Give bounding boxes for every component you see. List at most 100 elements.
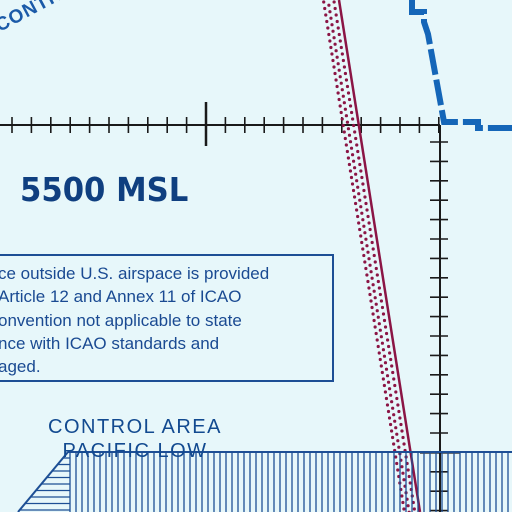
restricted-dot xyxy=(328,10,332,14)
restricted-dot xyxy=(371,312,375,316)
restricted-dot xyxy=(347,133,352,137)
restricted-dot xyxy=(389,429,394,433)
restricted-dot xyxy=(383,361,388,365)
restricted-dot xyxy=(338,39,342,43)
restricted-dot xyxy=(389,393,393,397)
restricted-dot xyxy=(352,195,357,199)
restricted-dot xyxy=(360,240,364,245)
restricted-dot xyxy=(390,364,394,368)
area-name-line-1: CONTROL AREA xyxy=(48,416,222,438)
restricted-dot xyxy=(346,91,351,95)
restricted-dot xyxy=(395,461,399,466)
restricted-dot xyxy=(366,279,370,284)
restricted-dot xyxy=(341,94,345,98)
restricted-dot xyxy=(338,75,342,79)
restricted-dot xyxy=(358,162,362,167)
restricted-dot xyxy=(369,234,373,238)
restricted-dot xyxy=(349,146,354,150)
restricted-dot xyxy=(365,273,369,277)
restricted-dot xyxy=(369,270,373,274)
restricted-dot xyxy=(384,396,389,401)
restricted-dot xyxy=(334,78,338,82)
restricted-dot xyxy=(382,383,386,388)
restricted-dot xyxy=(366,214,370,219)
restricted-dot xyxy=(384,367,389,371)
restricted-dot xyxy=(400,494,404,498)
restricted-dot xyxy=(397,409,401,414)
restricted-dot xyxy=(375,338,379,342)
restricted-dot xyxy=(371,247,375,251)
restricted-dot xyxy=(368,292,372,297)
restricted-dot xyxy=(399,422,403,427)
restricted-dot xyxy=(364,201,368,206)
restricted-dot xyxy=(356,149,360,154)
restricted-dot xyxy=(333,71,337,76)
restricted-dot xyxy=(356,185,360,189)
restricted-dot xyxy=(332,36,336,40)
restricted-dot xyxy=(385,374,390,378)
restricted-dot xyxy=(367,257,371,261)
restricted-dot xyxy=(401,471,405,475)
restricted-dot xyxy=(370,305,374,310)
restricted-dot xyxy=(354,172,358,176)
restricted-dot xyxy=(380,370,384,375)
restricted-dot xyxy=(391,370,395,375)
restricted-dot xyxy=(390,400,394,404)
restricted-dot xyxy=(382,318,387,323)
restricted-dot xyxy=(347,162,352,167)
restricted-dot xyxy=(341,123,345,128)
restricted-dot xyxy=(363,195,367,199)
restricted-dot xyxy=(340,52,344,56)
restricted-dot xyxy=(368,227,372,232)
restricted-dot xyxy=(335,84,339,89)
restricted-dot xyxy=(328,39,332,43)
restricted-dot xyxy=(374,266,378,271)
restricted-dot xyxy=(365,244,369,248)
restricted-dot xyxy=(383,325,388,329)
restricted-dot xyxy=(372,289,376,293)
restricted-dot xyxy=(358,198,362,202)
restricted-dot xyxy=(380,305,385,310)
restricted-dot xyxy=(360,211,364,215)
restricted-dot xyxy=(346,156,350,160)
restricted-dot xyxy=(323,6,327,11)
restricted-dot xyxy=(366,250,370,254)
restricted-dot xyxy=(351,117,355,121)
restricted-dot xyxy=(355,179,359,183)
restricted-dot xyxy=(336,26,340,30)
notice-line-3: onvention not applicable to state xyxy=(0,311,242,330)
restricted-dot xyxy=(373,260,377,264)
restricted-dot xyxy=(371,283,375,287)
restricted-dot xyxy=(367,286,371,290)
restricted-dot xyxy=(408,481,412,485)
restricted-dot xyxy=(327,32,331,37)
restricted-dot xyxy=(329,16,333,20)
restricted-dot xyxy=(350,182,355,186)
restricted-dot xyxy=(333,42,337,46)
restricted-dot xyxy=(342,65,346,69)
restricted-dot xyxy=(335,19,339,24)
restricted-dot xyxy=(335,55,339,59)
restricted-dot xyxy=(361,218,365,222)
restricted-dot xyxy=(353,130,357,134)
restricted-dot xyxy=(359,205,363,209)
restricted-dot xyxy=(354,136,358,141)
restricted-dot xyxy=(340,117,344,121)
restricted-dot xyxy=(388,351,392,355)
restricted-dot xyxy=(369,299,373,303)
restricted-dot xyxy=(396,439,400,443)
restricted-dot xyxy=(353,166,357,170)
restricted-dot xyxy=(363,260,367,264)
restricted-dot xyxy=(365,208,369,212)
restricted-dot xyxy=(330,23,334,27)
restricted-dot xyxy=(412,507,416,511)
boundary-line xyxy=(337,0,422,512)
restricted-area-boundary xyxy=(322,0,422,512)
restricted-dot xyxy=(343,107,347,111)
restricted-dot xyxy=(345,120,350,124)
restricted-dot xyxy=(333,6,337,11)
notice-box: ce outside U.S. airspace is provided Art… xyxy=(0,254,334,382)
restricted-dot xyxy=(379,364,383,368)
altitude-label: 5500 MSL xyxy=(20,170,189,209)
